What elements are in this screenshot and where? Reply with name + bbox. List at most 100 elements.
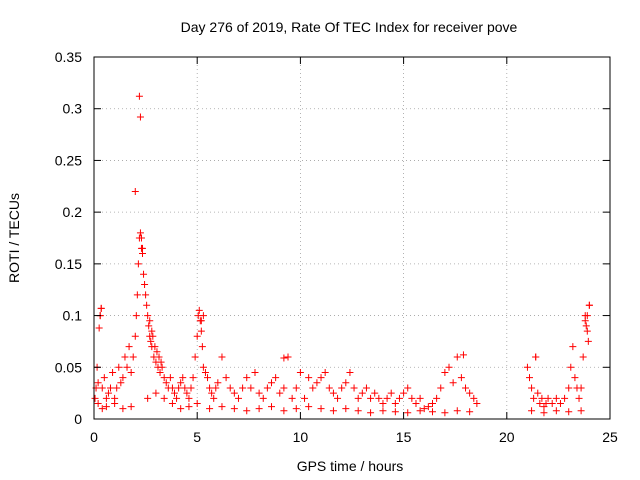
data-point	[201, 368, 209, 376]
data-point	[532, 353, 540, 361]
data-point	[301, 394, 309, 402]
data-point	[113, 384, 121, 392]
data-point	[139, 244, 147, 252]
data-point	[193, 332, 201, 340]
data-point	[530, 394, 538, 402]
data-point	[129, 353, 137, 361]
data-point	[156, 368, 164, 376]
data-point	[453, 407, 461, 415]
data-point	[177, 379, 185, 387]
data-point	[329, 389, 337, 397]
data-point	[160, 374, 168, 382]
data-point	[412, 399, 420, 407]
data-point	[371, 389, 379, 397]
grid-lines	[94, 57, 610, 419]
data-point	[160, 394, 168, 402]
data-point	[416, 407, 424, 415]
y-tick-label: 0	[74, 411, 82, 427]
data-point	[102, 394, 110, 402]
data-point	[395, 394, 403, 402]
data-point	[226, 384, 234, 392]
data-point	[193, 399, 201, 407]
data-point	[104, 389, 112, 397]
data-point	[185, 403, 193, 411]
data-point	[542, 399, 550, 407]
data-point	[144, 312, 152, 320]
data-point	[404, 384, 412, 392]
data-point	[569, 343, 577, 351]
data-point	[166, 374, 174, 382]
chart-title: Day 276 of 2019, Rate Of TEC Index for r…	[181, 19, 518, 35]
data-point	[127, 403, 135, 411]
data-point	[536, 399, 544, 407]
data-point	[334, 394, 342, 402]
x-tick-label: 15	[396, 429, 412, 445]
data-point	[218, 403, 226, 411]
data-point	[579, 353, 587, 361]
data-point	[470, 394, 478, 402]
data-point	[162, 379, 170, 387]
data-point	[199, 312, 207, 320]
data-point	[119, 405, 127, 413]
data-point	[123, 363, 131, 371]
data-point	[109, 368, 117, 376]
data-point	[280, 354, 288, 362]
data-point	[528, 384, 536, 392]
data-point	[284, 353, 292, 361]
data-point	[408, 394, 416, 402]
x-tick-label: 5	[193, 429, 201, 445]
data-point	[350, 384, 358, 392]
data-point	[544, 394, 552, 402]
data-point	[198, 343, 206, 351]
data-point	[362, 384, 370, 392]
y-tick-label: 0.35	[55, 49, 82, 65]
data-point	[538, 394, 546, 402]
data-point	[168, 399, 176, 407]
data-point	[552, 394, 560, 402]
data-point	[523, 363, 531, 371]
data-point	[556, 399, 564, 407]
data-point	[179, 374, 187, 382]
data-point	[131, 332, 139, 340]
data-point	[292, 405, 300, 413]
x-axis-title: GPS time / hours	[297, 458, 404, 474]
data-point	[168, 384, 176, 392]
data-point	[462, 384, 470, 392]
data-point	[222, 374, 230, 382]
data-point	[141, 281, 149, 289]
data-point	[152, 389, 160, 397]
data-point	[234, 394, 242, 402]
data-point	[321, 368, 329, 376]
y-tick-label: 0.3	[63, 101, 83, 117]
data-point	[151, 343, 159, 351]
data-point	[239, 384, 247, 392]
data-point	[195, 306, 203, 314]
data-point	[134, 260, 142, 268]
data-point	[94, 399, 102, 407]
data-point	[153, 348, 161, 356]
data-point	[584, 337, 592, 345]
data-point	[540, 409, 548, 417]
data-point	[276, 389, 284, 397]
data-point	[111, 399, 119, 407]
data-point	[251, 368, 259, 376]
data-point	[387, 389, 395, 397]
data-point	[125, 343, 133, 351]
data-point	[197, 327, 205, 335]
data-point	[268, 379, 276, 387]
data-point	[342, 405, 350, 413]
data-point	[338, 384, 346, 392]
data-point	[379, 407, 387, 415]
data-point	[136, 113, 144, 121]
data-point	[243, 374, 251, 382]
data-point	[230, 405, 238, 413]
data-point	[100, 374, 108, 382]
data-point	[149, 332, 157, 340]
data-point	[528, 407, 536, 415]
data-point	[329, 407, 337, 415]
data-point	[280, 384, 288, 392]
data-point	[137, 234, 145, 242]
data-point	[585, 301, 593, 309]
data-point	[91, 394, 99, 402]
data-point	[313, 379, 321, 387]
